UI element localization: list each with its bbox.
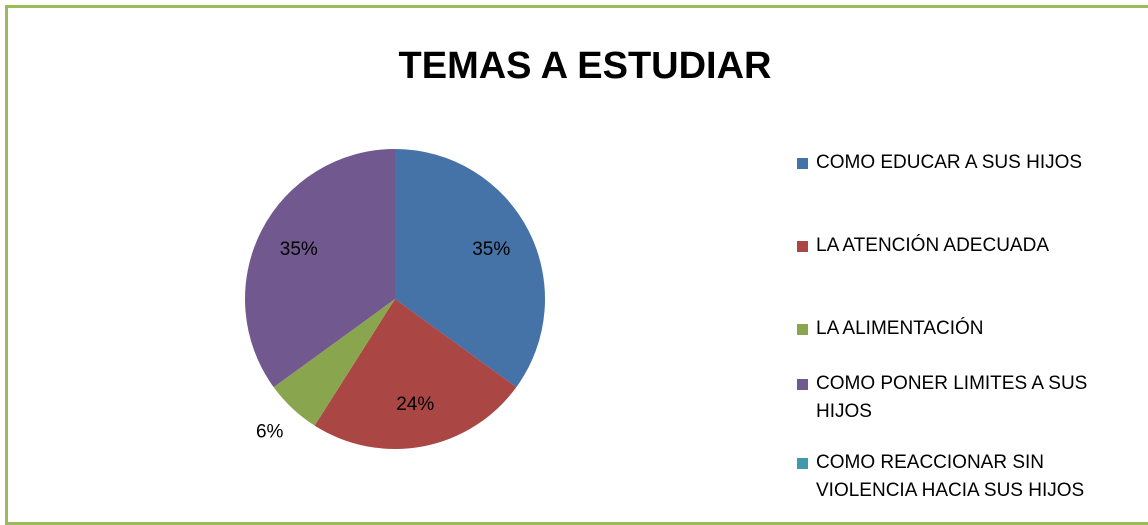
data-label: 6%	[256, 421, 284, 442]
pie-slice	[245, 149, 395, 388]
data-label: 35%	[472, 239, 510, 260]
pie-slice	[314, 299, 517, 450]
legend-label: COMO REACCIONAR SIN VIOLENCIA HACIA SUS …	[816, 452, 1085, 501]
legend-label: LA ATENCIÓN ADECUADA	[816, 235, 1049, 256]
chart-title: TEMAS A ESTUDIAR	[399, 45, 772, 87]
data-label: 24%	[396, 394, 434, 415]
legend-swatch	[797, 241, 808, 252]
pie-slice	[273, 299, 395, 426]
legend-swatch	[797, 458, 808, 469]
legend-swatch	[797, 324, 808, 335]
data-label: 35%	[280, 239, 318, 260]
legend-label: COMO EDUCAR A SUS HIJOS	[816, 152, 1083, 173]
chart: TEMAS A ESTUDIAR 35% 24% 6% 35%	[245, 45, 772, 450]
legend-label: COMO PONER LIMITES A SUS HIJOS	[816, 373, 1088, 422]
legend-label: LA ALIMENTACIÓN	[816, 318, 984, 339]
page: TEMAS A ESTUDIAR 35%24%6%35% (() => { co…	[5, 5, 1148, 525]
pie-slice	[395, 149, 545, 388]
legend-swatch	[797, 379, 808, 390]
legend-swatch	[797, 158, 808, 169]
